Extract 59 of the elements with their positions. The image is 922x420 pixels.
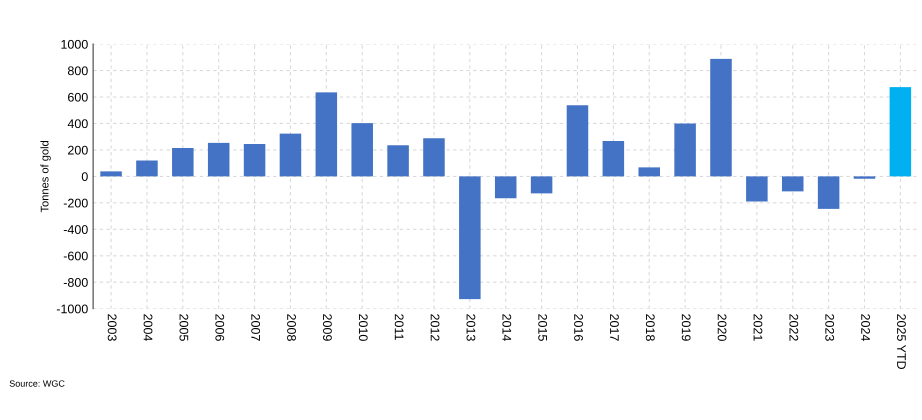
x-tick-label: 2009: [322, 314, 332, 341]
bar: [854, 176, 876, 179]
x-tick-label: 2012: [430, 314, 440, 341]
bar: [387, 145, 409, 176]
x-tick-label: 2019: [682, 314, 691, 341]
x-tick-label: 2003: [108, 314, 117, 341]
bar: [280, 134, 302, 176]
y-tick-label: -800: [64, 278, 88, 287]
bar: [674, 123, 696, 176]
bar: [244, 144, 266, 176]
bar: [746, 176, 768, 202]
x-tick-label: 2017: [610, 314, 619, 341]
y-tick-label: 600: [68, 92, 88, 102]
bar: [100, 171, 122, 176]
source-note: Source: WGC: [10, 380, 65, 387]
x-tick-label: 2006: [215, 314, 224, 341]
x-tick-label: 2022: [789, 314, 798, 341]
x-tick-label: 2014: [502, 314, 512, 342]
x-tick-label: 2005: [179, 314, 188, 341]
x-tick-label: 2013: [466, 314, 476, 341]
y-tick-label: 1000: [61, 40, 88, 49]
bar: [818, 176, 840, 209]
bar: [566, 105, 588, 176]
x-tick-label: 2020: [718, 314, 726, 341]
y-tick-label: -400: [64, 225, 88, 234]
x-tick-label: 2004: [144, 314, 152, 342]
bar: [136, 160, 158, 176]
bar: [602, 140, 624, 176]
x-tick-label: 2024: [861, 314, 870, 342]
x-tick-label: 2008: [287, 314, 296, 341]
y-tick-label: -1000: [56, 304, 88, 314]
x-tick-label: 2016: [574, 314, 583, 341]
y-tick-label: 800: [68, 66, 88, 76]
y-tick-label: -600: [64, 252, 88, 260]
x-tick-label: 2007: [251, 314, 260, 341]
bar: [782, 176, 804, 192]
x-tick-label: 2011: [394, 314, 404, 340]
x-tick-label: 2021: [754, 314, 762, 341]
bar: [530, 176, 552, 194]
x-tick-label: 2018: [646, 314, 655, 341]
bar: [638, 167, 660, 176]
bar: [459, 176, 481, 300]
y-tick-label: 200: [68, 146, 88, 155]
x-tick-label: 2015: [538, 314, 548, 341]
bar: [890, 87, 912, 176]
bar: [494, 176, 516, 198]
bar: [423, 138, 445, 176]
bar: [316, 92, 338, 176]
x-tick-label: 2010: [358, 314, 368, 341]
x-tick-label: 2025 YTD: [897, 314, 906, 370]
y-tick-label: 0: [82, 172, 88, 182]
y-tick-label: 400: [68, 119, 88, 128]
y-tick-label: -200: [64, 198, 88, 208]
bar: [710, 58, 732, 176]
y-axis-title: Tonnes of gold: [40, 140, 51, 212]
bar: [351, 123, 373, 176]
bar: [172, 148, 194, 176]
x-tick-label: 2023: [825, 314, 834, 341]
bar: [208, 142, 230, 176]
